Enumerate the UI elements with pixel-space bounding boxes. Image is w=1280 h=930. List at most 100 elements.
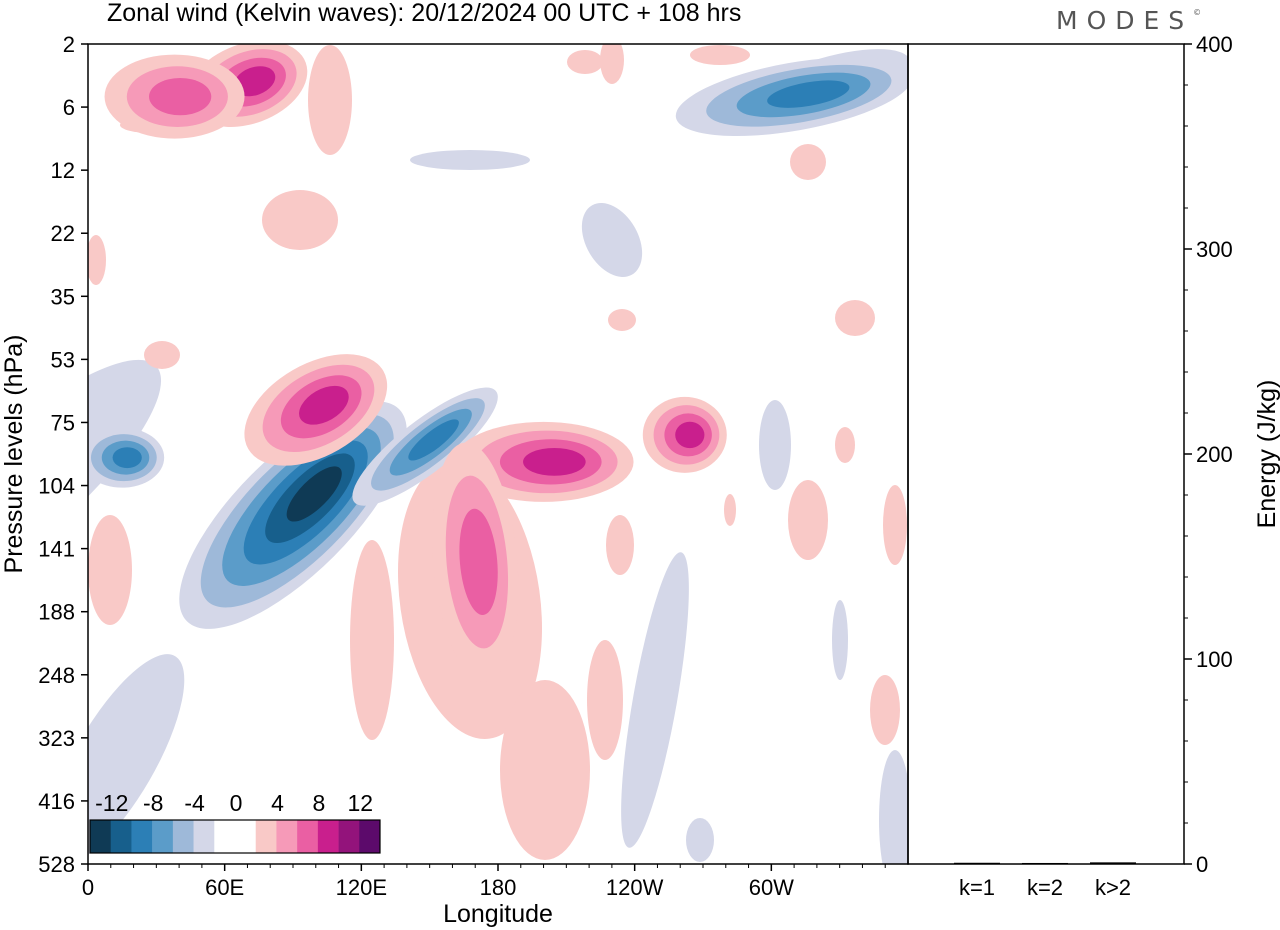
energy-bars: k=1 k=2 k>2 [954, 862, 1136, 900]
westerly-contour [835, 300, 875, 336]
colorbar-swatch [90, 820, 112, 853]
y-tick-label: 12 [51, 158, 75, 183]
chart-title: Zonal wind (Kelvin waves): 20/12/2024 00… [107, 0, 741, 27]
energy-panel [907, 43, 1185, 865]
colorbar: -12 -8 -4 0 4 8 12 [89, 790, 381, 854]
colorbar-swatch [193, 820, 215, 853]
westerly-contour [149, 77, 212, 116]
westerly-contour [144, 341, 180, 369]
y-tick-label: 416 [38, 789, 75, 814]
x-tick-label: 120W [606, 875, 664, 900]
westerly-contour [608, 309, 636, 331]
energy-axis: 0 100 200 300 400 [1184, 32, 1233, 877]
colorbar-label: -4 [184, 790, 205, 816]
westerly-contour [724, 494, 736, 526]
colorbar-swatch [214, 820, 236, 853]
colorbar-swatch [172, 820, 194, 853]
westerly-contour [788, 480, 828, 560]
easterly-contour [408, 419, 459, 461]
y-tick-label: 323 [38, 726, 75, 751]
westerly-contour [299, 385, 349, 425]
y-tick-label: 2 [63, 32, 75, 57]
y-tick-label: 22 [51, 221, 75, 246]
y-tick-label: 35 [51, 284, 75, 309]
westerly-contour [88, 235, 106, 285]
colorbar-label: 4 [271, 790, 284, 816]
colorbar-swatch [317, 820, 339, 853]
x-tick-label: 120E [336, 875, 387, 900]
energy-tick-label: 200 [1196, 442, 1233, 467]
colorbar-label: -8 [143, 790, 163, 816]
westerly-contour [350, 540, 394, 740]
easterly-contour [88, 359, 162, 601]
colorbar-frame [89, 819, 381, 854]
energy-bar [954, 862, 1000, 864]
easterly-contour [767, 80, 850, 108]
colorbar-swatch [152, 820, 174, 853]
energy-tick-label: 0 [1196, 852, 1208, 877]
energy-tick-label: 400 [1196, 32, 1233, 57]
colorbar-label: 0 [230, 790, 243, 816]
y-tick-label: 6 [63, 95, 75, 120]
x-axis: 0 60E 120E 180 120W 60W [82, 864, 886, 900]
colorbar-swatch [255, 820, 277, 853]
contour-field [88, 44, 908, 864]
colorbar-swatch [359, 820, 381, 853]
westerly-contour [606, 515, 634, 575]
easterly-contour [686, 818, 714, 862]
westerly-contour [790, 144, 826, 180]
easterly-contour [88, 654, 185, 864]
y-tick-label: 75 [51, 410, 75, 435]
westerly-contour [233, 66, 276, 97]
westerly-contour [587, 640, 623, 760]
colorbar-swatch [338, 820, 360, 853]
easterly-contour [621, 552, 689, 848]
x-axis-label: Longitude [443, 900, 553, 928]
x-tick-label: 0 [82, 875, 94, 900]
x-tick-label: 60E [205, 875, 244, 900]
energy-tick-label: 100 [1196, 647, 1233, 672]
westerly-contour [459, 508, 498, 616]
westerly-contour [600, 44, 624, 84]
westerly-contour [523, 447, 586, 476]
y-tick-label: 141 [38, 537, 75, 562]
westerly-contour [883, 485, 907, 565]
colorbar-swatch [235, 820, 257, 853]
westerly-contour [500, 680, 590, 860]
easterly-contour [410, 150, 530, 170]
x-tick-label: 180 [480, 875, 517, 900]
easterly-contour [759, 400, 791, 490]
westerly-contour [88, 515, 132, 625]
x-tick-label: 60W [749, 875, 794, 900]
westerly-contour [690, 45, 750, 65]
brand-logo: MODES© [1056, 6, 1202, 35]
westerly-contour [675, 421, 705, 449]
easterly-contour [832, 600, 848, 680]
colorbar-label: 8 [312, 790, 325, 816]
energy-tick-label: 300 [1196, 237, 1233, 262]
easterly-contour [879, 750, 908, 864]
westerly-contour [870, 675, 900, 745]
y-tick-label: 528 [38, 852, 75, 877]
colorbar-label: -12 [95, 790, 128, 816]
colorbar-swatch [131, 820, 153, 853]
energy-bar [1022, 862, 1068, 865]
energy-bar [1090, 862, 1136, 864]
y-tick-label: 188 [38, 600, 75, 625]
westerly-contour [835, 427, 855, 463]
westerly-contour [308, 45, 352, 155]
y-tick-label: 53 [51, 347, 75, 372]
westerly-contour [262, 190, 338, 250]
westerly-contour [567, 50, 603, 74]
colorbar-swatch [297, 820, 319, 853]
energy-category-label: k=1 [959, 875, 995, 900]
energy-axis-label: Energy (J/kg) [1253, 380, 1280, 529]
easterly-contour [112, 447, 142, 469]
y-axis-label: Pressure levels (hPa) [0, 335, 28, 574]
colorbar-swatch [276, 820, 298, 853]
y-axis: 2 6 12 22 35 53 75 104 141 188 248 323 416 528 [38, 32, 88, 877]
colorbar-swatch [110, 820, 132, 853]
energy-category-label: k>2 [1095, 875, 1131, 900]
easterly-contour [581, 203, 643, 277]
